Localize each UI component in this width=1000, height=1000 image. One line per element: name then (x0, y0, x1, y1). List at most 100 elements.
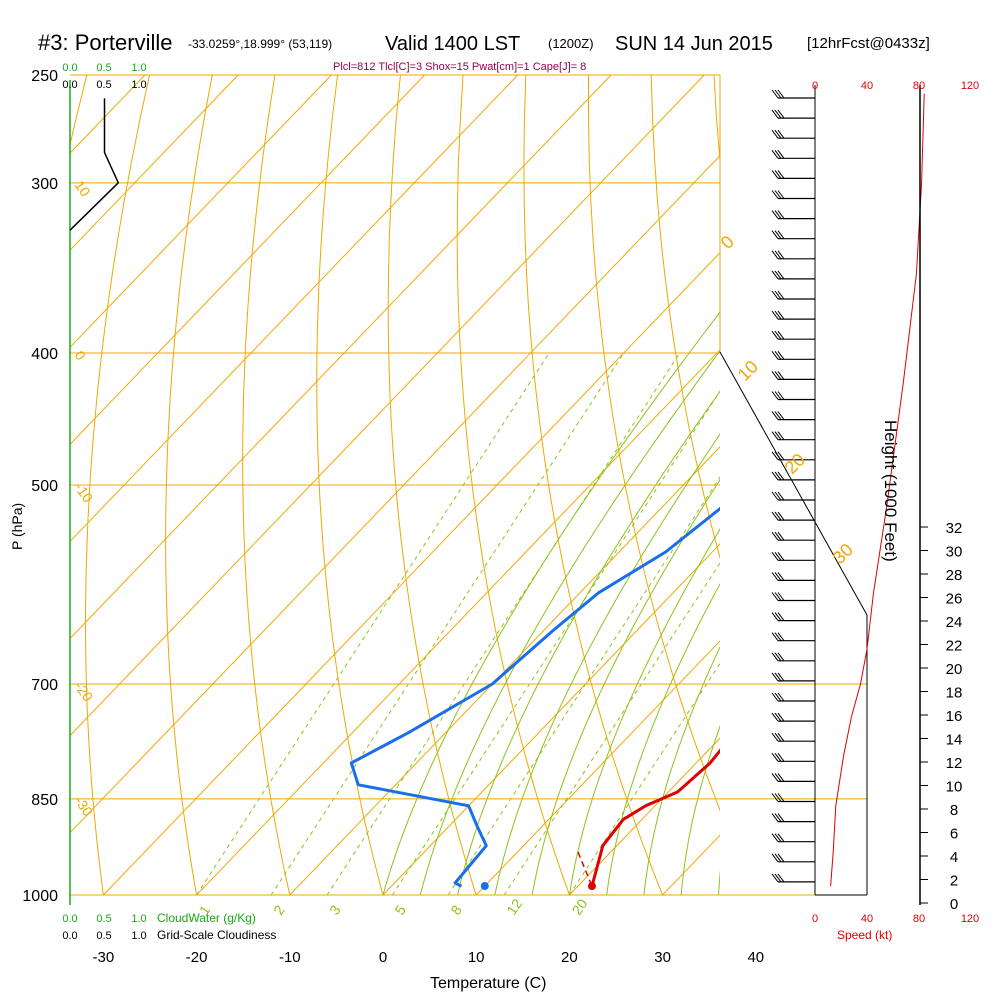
isotherm-line (382, 543, 720, 895)
forecast-date: SUN 14 Jun 2015 (615, 33, 773, 55)
wind-barb-feather (777, 350, 785, 360)
wind-barb-feather (777, 813, 785, 822)
wind-barb-feather (771, 531, 779, 541)
wind-barb-feather (771, 692, 779, 702)
wind-barb-feather (771, 411, 779, 420)
wind-barb-feather (771, 511, 779, 521)
wind-barb-feather (774, 572, 782, 581)
wind-barb-feather (771, 752, 779, 762)
wind-barb-feather (774, 330, 782, 340)
wind-barb-feather (774, 290, 782, 300)
x-tick-label: -10 (279, 949, 301, 966)
wind-barb-feather (777, 330, 785, 340)
speed-tick-bottom: 80 (913, 913, 925, 925)
cloud-water-tick-top: 1.0 (131, 62, 146, 74)
wind-barb-feather (774, 592, 782, 601)
cloud-water-tick-bottom: 0.5 (96, 913, 111, 925)
height-envelope-line (719, 351, 868, 616)
wind-barb-feather (774, 612, 782, 621)
cloud-water-tick-top: 0.0 (62, 62, 77, 74)
moist-adiabat-line (531, 478, 720, 895)
dry-adiabat-line (165, 75, 213, 895)
wind-barb-feather (777, 451, 785, 461)
wind-speed-profile (830, 93, 925, 887)
wind-barb-feather (777, 551, 785, 561)
wind-barb-feather (771, 150, 779, 159)
wind-barb-feather (771, 551, 779, 561)
wind-barb-feather (774, 250, 782, 260)
wind-barb-feather (777, 672, 785, 682)
moist-adiabat-line (643, 645, 720, 895)
x-tick-label: -30 (93, 949, 115, 966)
height-tick-label: 18 (946, 685, 963, 702)
wind-barb-feather (771, 572, 779, 581)
pressure-tick-label: 250 (31, 68, 58, 85)
wind-barb-feather (777, 833, 785, 843)
wind-barb-feather (774, 230, 782, 239)
wind-barb-feather (777, 491, 785, 501)
wind-barb-feather (777, 712, 785, 722)
height-tick-label: 24 (946, 614, 963, 631)
wind-barb-feather (771, 732, 779, 742)
stability-indices: Plcl=812 Tlcl[C]=3 Shox=15 Pwat[cm]=1 Ca… (333, 61, 586, 73)
wind-barb-feather (777, 612, 785, 621)
wind-barb-feather (774, 391, 782, 400)
moist-adiabat-line (680, 724, 720, 895)
wind-barb-feather (777, 531, 785, 541)
wind-barb-feather (771, 612, 779, 621)
wind-barb-feather (777, 853, 785, 863)
wind-barb-feather (774, 411, 782, 420)
wind-barb-feather (771, 712, 779, 722)
wind-barb-feather (771, 210, 779, 219)
cloudiness-tick-top: 0.0 (62, 79, 77, 91)
wind-barb-feather (777, 652, 785, 662)
forecast-label: [12hrFcst@0433z] (807, 35, 930, 52)
wind-barb-feather (774, 270, 782, 280)
wind-barb-feather (771, 853, 779, 863)
wind-barb-feather (771, 190, 779, 199)
moist-adiabat-line (457, 390, 720, 895)
speed-tick-bottom: 40 (861, 913, 873, 925)
wind-barb-feather (777, 411, 785, 420)
x-tick-label: 40 (747, 949, 764, 966)
wind-barb-feather (777, 511, 785, 521)
isotherm-label: 20 (781, 450, 809, 478)
height-tick-label: 14 (946, 732, 963, 749)
wind-barb-feather (774, 752, 782, 762)
wind-barb-feather (771, 230, 779, 239)
x-tick-label: 10 (468, 949, 485, 966)
mixing-ratio-line (196, 352, 550, 895)
height-tick-label: 2 (950, 873, 958, 890)
pressure-tick-label: 300 (31, 176, 58, 193)
mixing-ratio-label: 2 (270, 902, 288, 918)
wind-barb-feather (774, 732, 782, 742)
surface-temperature-marker (587, 882, 596, 891)
isotherm-label: 10 (72, 177, 94, 199)
wind-barb-feather (777, 592, 785, 601)
wind-barb-feather (777, 170, 785, 179)
height-tick-label: 6 (950, 826, 958, 843)
speed-tick-bottom: 0 (812, 913, 818, 925)
isotherm-label: -20 (72, 679, 97, 705)
wind-barb-feather (774, 813, 782, 822)
wind-barb-feather (771, 471, 779, 481)
wind-barb-feather (777, 873, 785, 883)
valid-time: Valid 1400 LST (385, 33, 520, 55)
wind-barb-feather (777, 310, 785, 320)
x-tick-label: -20 (186, 949, 208, 966)
isotherm-label: -10 (72, 480, 97, 506)
wind-barb-feather (774, 793, 782, 802)
wind-barb-feather (774, 89, 782, 99)
dewpoint-line (349, 506, 720, 888)
wind-barb-feather (777, 572, 785, 581)
wind-barb-feather (777, 230, 785, 239)
mixing-ratio-label: 5 (391, 902, 409, 918)
pressure-tick-label: 500 (31, 478, 58, 495)
isotherm-line (849, 75, 1000, 895)
wind-barb-feather (774, 672, 782, 682)
wind-barb-feather (771, 652, 779, 662)
wind-barb-feather (777, 793, 785, 802)
wind-barb-feather (774, 491, 782, 501)
mixing-ratio-line (447, 476, 720, 895)
station-coords: -33.0259°,18.999° (53,119) (188, 37, 332, 51)
